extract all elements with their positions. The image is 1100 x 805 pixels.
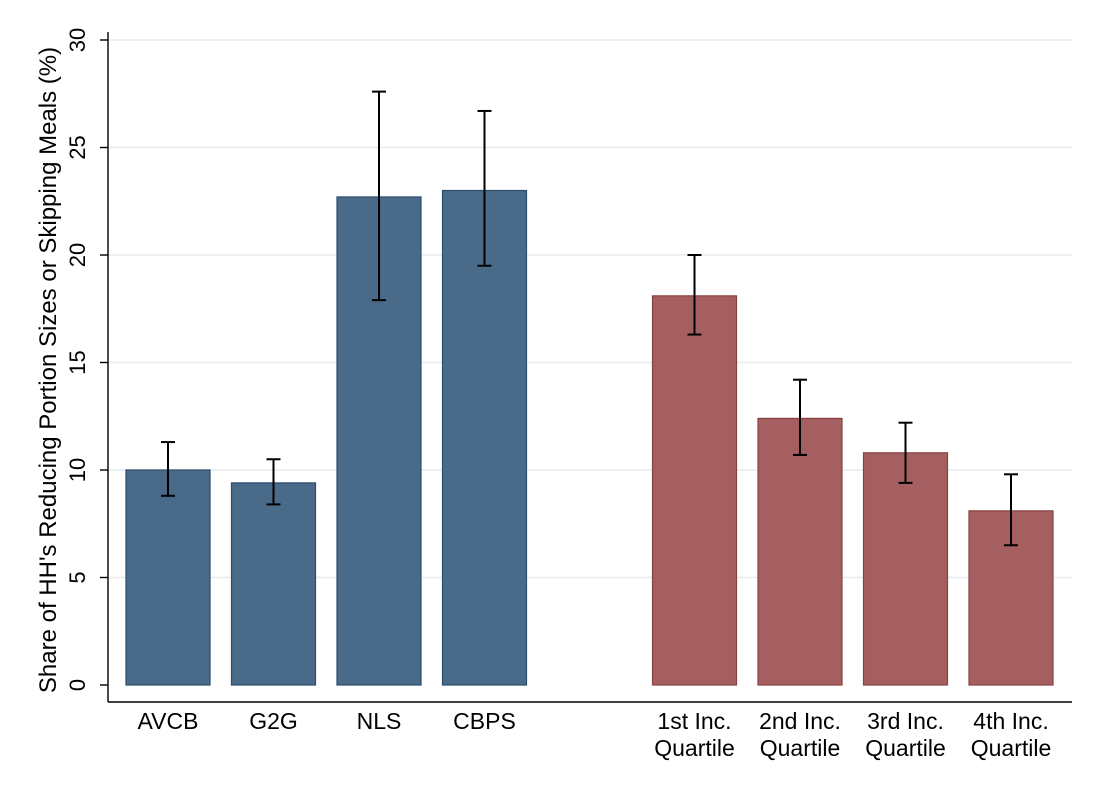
bar — [125, 469, 211, 686]
x-tick-label-line: 2nd Inc. — [759, 708, 841, 734]
y-tick-label: 25 — [65, 135, 90, 159]
bar — [651, 295, 738, 686]
x-tick-label-line: G2G — [249, 708, 298, 734]
x-tick-label: NLS — [357, 708, 402, 734]
y-tick-label: 10 — [65, 458, 90, 482]
x-tick-label: G2G — [249, 708, 298, 734]
x-tick-label: CBPS — [453, 708, 516, 734]
bar — [230, 482, 317, 686]
bars — [125, 189, 1054, 686]
y-tick-label: 5 — [65, 571, 90, 583]
x-tick-label-line: NLS — [357, 708, 402, 734]
y-tick-label: 0 — [65, 679, 90, 691]
x-tick-label-line: CBPS — [453, 708, 516, 734]
x-tick-label-line: Quartile — [865, 735, 946, 761]
y-tick-label: 20 — [65, 243, 90, 267]
y-tick-label: 30 — [65, 28, 90, 52]
x-tick-label-line: 1st Inc. — [657, 708, 731, 734]
x-tick-label: AVCB — [138, 708, 199, 734]
x-tick-label-line: AVCB — [138, 708, 199, 734]
x-tick-label-line: Quartile — [760, 735, 841, 761]
x-tick-label-line: 4th Inc. — [973, 708, 1048, 734]
bar — [441, 189, 528, 686]
y-axis-label: Share of HH's Reducing Portion Sizes or … — [35, 47, 62, 693]
error-bars — [161, 90, 1018, 547]
bar — [862, 452, 949, 686]
x-tick-label: 3rd Inc. Quartile — [865, 708, 946, 761]
x-tick-label-line: Quartile — [654, 735, 735, 761]
x-tick-label: 4th Inc. Quartile — [971, 708, 1052, 761]
x-tick-label-line: Quartile — [971, 735, 1052, 761]
x-tick-label-line: 3rd Inc. — [867, 708, 944, 734]
bar — [757, 417, 843, 686]
x-tick-label: 1st Inc. Quartile — [654, 708, 735, 761]
x-tick-label: 2nd Inc. Quartile — [759, 708, 841, 761]
y-tick-label: 15 — [65, 350, 90, 374]
